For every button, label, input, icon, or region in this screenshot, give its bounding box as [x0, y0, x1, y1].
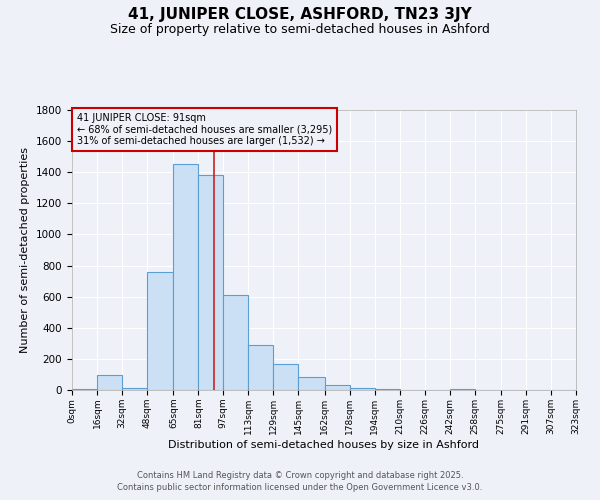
Text: 41, JUNIPER CLOSE, ASHFORD, TN23 3JY: 41, JUNIPER CLOSE, ASHFORD, TN23 3JY [128, 8, 472, 22]
Bar [248, 345, 273, 390]
Bar [449, 389, 475, 390]
Bar [273, 364, 298, 390]
Bar [350, 388, 375, 390]
Bar [325, 386, 350, 390]
Bar [97, 375, 122, 390]
Bar [122, 388, 147, 390]
Text: 41 JUNIPER CLOSE: 91sqm
← 68% of semi-detached houses are smaller (3,295)
31% of: 41 JUNIPER CLOSE: 91sqm ← 68% of semi-de… [77, 113, 332, 146]
Bar [223, 295, 248, 390]
Text: Size of property relative to semi-detached houses in Ashford: Size of property relative to semi-detach… [110, 22, 490, 36]
Bar [375, 389, 400, 390]
Bar [72, 389, 97, 390]
X-axis label: Distribution of semi-detached houses by size in Ashford: Distribution of semi-detached houses by … [169, 440, 479, 450]
Bar [199, 176, 223, 390]
Bar [147, 272, 173, 390]
Bar [298, 377, 325, 390]
Text: Contains HM Land Registry data © Crown copyright and database right 2025.
Contai: Contains HM Land Registry data © Crown c… [118, 471, 482, 492]
Bar [173, 164, 199, 390]
Y-axis label: Number of semi-detached properties: Number of semi-detached properties [20, 147, 31, 353]
